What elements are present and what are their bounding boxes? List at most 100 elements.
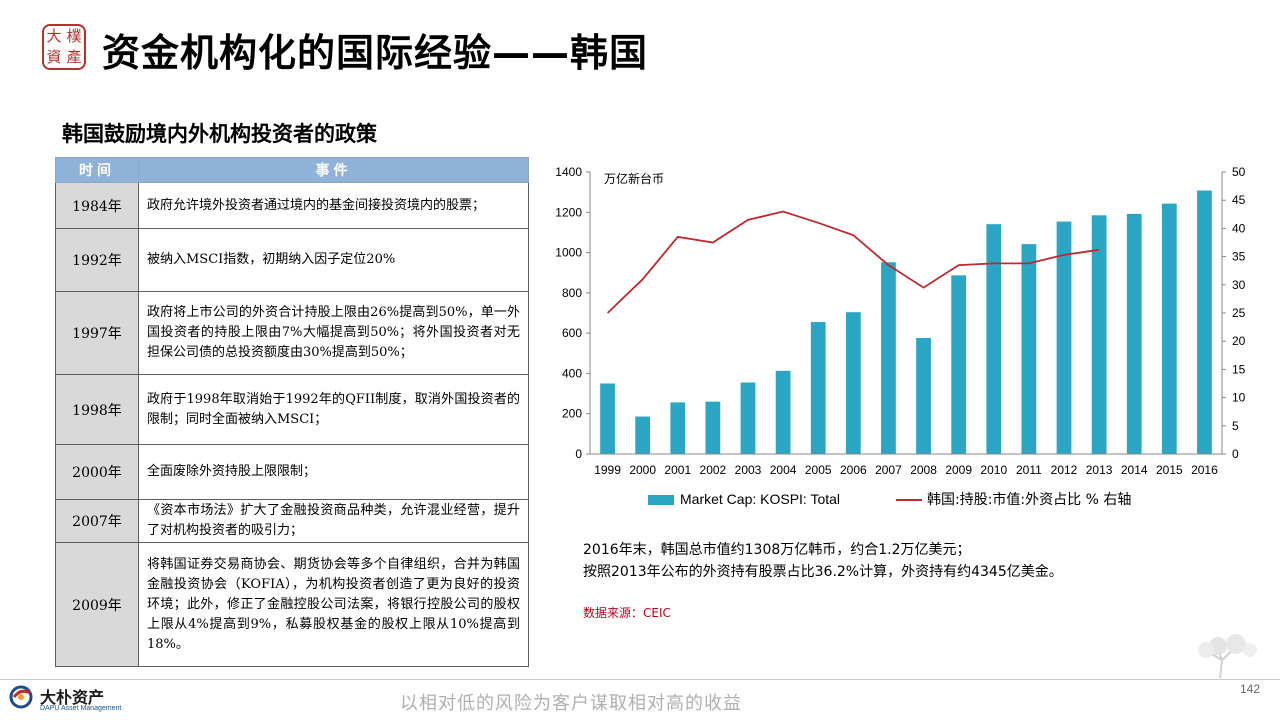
bar-2010 xyxy=(986,224,1002,454)
bar-2001 xyxy=(670,402,686,454)
x-tick-label: 1999 xyxy=(594,463,621,477)
table-row: 1997年 政府将上市公司的外资合计持股上限由26%提高到50%，单一外国投资者… xyxy=(55,291,529,375)
bar-2000 xyxy=(635,416,651,454)
footer-divider xyxy=(0,679,1280,680)
y2-tick-label: 20 xyxy=(1232,334,1246,348)
seal-char: 大 xyxy=(46,28,62,45)
bar-2005 xyxy=(810,322,826,454)
x-tick-label: 2010 xyxy=(980,463,1007,477)
x-tick-label: 2016 xyxy=(1191,463,1218,477)
table-row: 2000年 全面废除外资持股上限限制； xyxy=(55,444,529,500)
seal-char: 產 xyxy=(66,49,82,66)
year-cell: 2000年 xyxy=(55,444,139,500)
x-tick-label: 2012 xyxy=(1051,463,1078,477)
bar-2013 xyxy=(1091,215,1107,454)
y2-tick-label: 50 xyxy=(1232,165,1246,179)
foreign-share-line xyxy=(606,210,1100,314)
y2-tick-label: 15 xyxy=(1232,362,1246,376)
bar-2004 xyxy=(775,370,791,454)
y2-tick-label: 45 xyxy=(1232,193,1246,207)
year-cell: 1984年 xyxy=(55,182,139,229)
x-tick-label: 2001 xyxy=(664,463,691,477)
event-cell: 政府允许境外投资者通过境内的基金间接投资境内的股票； xyxy=(138,182,529,229)
bar-2008 xyxy=(916,337,931,454)
policy-table: 时间 事件 1984年 政府允许境外投资者通过境内的基金间接投资境内的股票； 1… xyxy=(55,157,529,667)
bar-2009 xyxy=(951,275,967,454)
tree-decoration-icon xyxy=(1198,634,1257,678)
y2-tick-label: 0 xyxy=(1232,447,1239,461)
footer-brand-en: DAPU Asset Management xyxy=(40,705,122,712)
footer-brand: 大朴资产 xyxy=(40,688,105,707)
x-tick-label: 2014 xyxy=(1121,463,1148,477)
unit-label: 万亿新台币 xyxy=(604,171,664,186)
bar-2014 xyxy=(1126,213,1142,454)
y2-tick-label: 35 xyxy=(1232,250,1246,264)
table-row: 1992年 被纳入MSCI指数，初期纳入因子定位20% xyxy=(55,228,529,292)
data-source: 数据来源：CEIC xyxy=(583,606,671,620)
y2-tick-label: 25 xyxy=(1232,306,1246,320)
y-tick-label: 200 xyxy=(562,407,582,421)
x-tick-label: 2015 xyxy=(1156,463,1183,477)
y-tick-label: 800 xyxy=(562,286,582,300)
bar-1999 xyxy=(600,383,615,454)
y2-tick-label: 40 xyxy=(1232,221,1246,235)
y-tick-label: 400 xyxy=(562,366,582,380)
event-cell: 《资本市场法》扩大了金融投资商品种类，允许混业经营，提升了对机构投资者的吸引力； xyxy=(138,499,529,543)
year-cell: 2009年 xyxy=(55,542,139,667)
bar-2006 xyxy=(845,312,861,454)
y-tick-label: 600 xyxy=(562,326,582,340)
table-row: 2007年 《资本市场法》扩大了金融投资商品种类，允许混业经营，提升了对机构投资… xyxy=(55,499,529,543)
event-cell: 被纳入MSCI指数，初期纳入因子定位20% xyxy=(138,228,529,292)
bar-2015 xyxy=(1161,203,1177,454)
y2-tick-label: 10 xyxy=(1232,391,1246,405)
column-header-time: 时间 xyxy=(55,157,139,183)
x-tick-label: 2006 xyxy=(840,463,867,477)
table-row: 2009年 将韩国证券交易商协会、期货协会等多个自律组织，合并为韩国金融投资协会… xyxy=(55,542,529,667)
chart-note: 2016年末，韩国总市值约1308万亿韩币，约合1.2万亿美元； 按照2013年… xyxy=(583,539,1063,583)
x-tick-label: 2000 xyxy=(629,463,656,477)
note-line: 2016年末，韩国总市值约1308万亿韩币，约合1.2万亿美元； xyxy=(583,542,971,558)
market-cap-chart: 0 200 400 600 800 1000 1200 1400 0 5 10 15 20 25 30 35 4… xyxy=(555,165,1246,508)
note-line: 按照2013年公布的外资持有股票占比36.2%计算，外资持有约4345亿美金。 xyxy=(583,564,1063,580)
y-tick-label: 1400 xyxy=(555,165,582,179)
year-cell: 2007年 xyxy=(55,499,139,543)
seal-char: 樸 xyxy=(66,28,82,45)
legend-label-bar: Market Cap: KOSPI: Total xyxy=(680,491,840,507)
bar-2002 xyxy=(705,401,721,454)
event-cell: 政府将上市公司的外资合计持股上限由26%提高到50%，单一外国投资者的持股上限由… xyxy=(138,291,529,375)
bar-2012 xyxy=(1056,221,1072,454)
x-tick-label: 2008 xyxy=(910,463,937,477)
bar-2016 xyxy=(1197,190,1212,454)
year-cell: 1998年 xyxy=(55,374,139,445)
seal-char: 資 xyxy=(46,49,62,66)
page-number: 142 xyxy=(1240,682,1261,696)
table-row: 1984年 政府允许境外投资者通过境内的基金间接投资境内的股票； xyxy=(55,182,529,229)
y-tick-label: 1200 xyxy=(555,205,582,219)
column-header-event: 事件 xyxy=(138,157,529,183)
y2-tick-label: 5 xyxy=(1232,419,1239,433)
x-tick-label: 2013 xyxy=(1086,463,1113,477)
footer-slogan: 以相对低的风险为客户谋取相对高的收益 xyxy=(400,693,742,714)
dapu-logo-icon xyxy=(9,685,33,709)
page-title: 资金机构化的国际经验——韩国 xyxy=(102,31,649,75)
y-tick-label: 0 xyxy=(575,447,582,461)
bar-2003 xyxy=(740,382,756,454)
seal-logo: 大 樸 資 產 xyxy=(42,24,86,70)
x-tick-label: 2009 xyxy=(945,463,972,477)
x-tick-label: 2011 xyxy=(1016,463,1042,477)
y2-tick-label: 30 xyxy=(1232,278,1246,292)
x-tick-label: 2002 xyxy=(700,463,727,477)
x-tick-label: 2007 xyxy=(875,463,902,477)
section-title: 韩国鼓励境内外机构投资者的政策 xyxy=(62,121,377,146)
year-cell: 1992年 xyxy=(55,228,139,292)
event-cell: 全面废除外资持股上限限制； xyxy=(138,444,529,500)
x-tick-label: 2004 xyxy=(770,463,797,477)
bar-2011 xyxy=(1021,244,1037,454)
legend-swatch-bar xyxy=(648,495,674,505)
legend-label-line: 韩国:持股:市值:外资占比 % 右轴 xyxy=(927,491,1131,508)
bar-2007 xyxy=(881,262,896,454)
year-cell: 1997年 xyxy=(55,291,139,375)
y-tick-label: 1000 xyxy=(555,246,582,260)
x-tick-label: 2005 xyxy=(805,463,832,477)
table-header-row: 时间 事件 xyxy=(55,157,529,183)
